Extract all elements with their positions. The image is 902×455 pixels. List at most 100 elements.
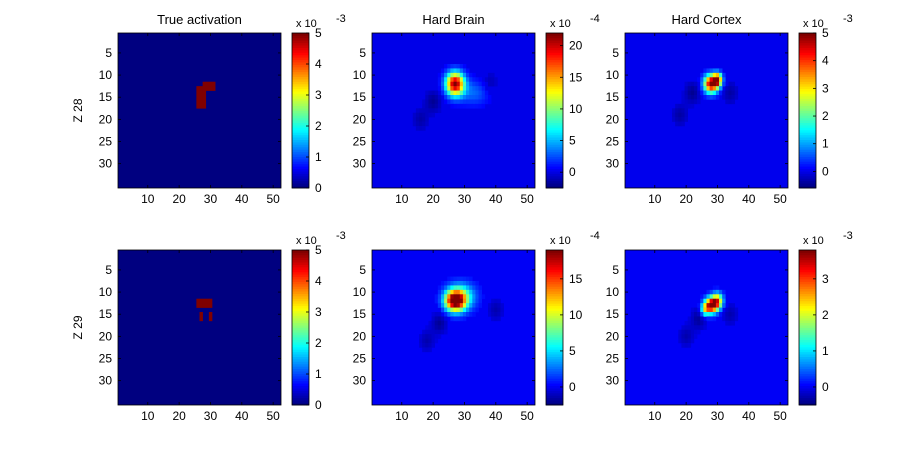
heatmap-cell bbox=[428, 90, 432, 96]
heatmap-cell bbox=[422, 338, 426, 344]
colorbar-segment bbox=[292, 337, 309, 341]
heatmap-cell bbox=[484, 95, 489, 100]
heatmap-cell bbox=[447, 68, 451, 74]
x-tick-label: 40 bbox=[235, 409, 249, 423]
heatmap-cell bbox=[202, 103, 207, 109]
colorbar-segment bbox=[292, 57, 309, 61]
heatmap-cell bbox=[715, 68, 720, 74]
y-tick-label: 5 bbox=[359, 46, 366, 60]
heatmap-cell bbox=[700, 90, 704, 96]
heatmap-cell bbox=[681, 325, 685, 331]
heatmap-cell bbox=[450, 64, 454, 69]
colorbar-segment bbox=[799, 129, 816, 133]
colorbar-segment bbox=[799, 49, 816, 53]
heatmap-cell bbox=[719, 90, 723, 96]
heatmap-cell bbox=[447, 276, 451, 282]
heatmap-cell bbox=[440, 81, 445, 87]
heatmap-cell bbox=[731, 90, 736, 96]
heatmap-cell bbox=[434, 103, 439, 109]
colorbar-tick-label: 15 bbox=[569, 272, 583, 286]
heatmap-cell bbox=[690, 312, 695, 317]
heatmap-cell bbox=[431, 103, 435, 109]
heatmap-cell bbox=[447, 312, 451, 317]
y-tick-label: 20 bbox=[99, 329, 113, 343]
x-tick-label: 40 bbox=[489, 192, 503, 206]
heatmap-cell bbox=[703, 320, 707, 326]
heatmap-cell bbox=[678, 103, 682, 109]
colorbar-segment bbox=[799, 334, 816, 338]
colorbar-segment bbox=[292, 83, 309, 87]
x-tick-label: 10 bbox=[648, 409, 662, 423]
heatmap-cell bbox=[703, 90, 707, 96]
heatmap-cell bbox=[415, 117, 420, 122]
heatmap-cell bbox=[712, 72, 717, 78]
x-tick-label: 50 bbox=[266, 192, 280, 206]
heatmap-cell bbox=[462, 86, 467, 91]
heatmap-cell bbox=[444, 95, 448, 100]
heatmap-cell bbox=[459, 307, 464, 313]
colorbar-segment bbox=[292, 366, 309, 370]
heatmap-cell bbox=[487, 99, 492, 105]
colorbar-segment bbox=[546, 271, 563, 275]
heatmap-cell bbox=[703, 77, 707, 83]
heatmap-cell bbox=[459, 294, 464, 300]
heatmap-cell bbox=[675, 103, 679, 109]
heatmap-cell bbox=[459, 289, 464, 295]
heatmap-cell bbox=[437, 81, 442, 87]
heatmap-cell bbox=[472, 281, 476, 286]
colorbar-frame bbox=[291, 32, 310, 189]
heatmap-cell bbox=[472, 294, 476, 300]
heatmap-cell bbox=[212, 86, 216, 91]
x-tick-label: 40 bbox=[742, 409, 756, 423]
heatmap-cell bbox=[434, 294, 439, 300]
heatmap-cell bbox=[428, 108, 432, 114]
colorbar-segment bbox=[799, 383, 816, 387]
colorbar-segment bbox=[292, 392, 309, 396]
heatmap-cell bbox=[475, 294, 479, 300]
y-tick-label: 5 bbox=[105, 263, 112, 277]
colorbar-segment bbox=[799, 366, 816, 370]
heatmap-cell bbox=[422, 343, 426, 348]
heatmap-cell bbox=[428, 103, 432, 109]
colorbar-segment bbox=[799, 105, 816, 109]
colorbar-segment bbox=[292, 296, 309, 299]
x-tick-label: 20 bbox=[679, 192, 693, 206]
colorbar-tick-label: 5 bbox=[315, 26, 322, 40]
heatmap-cell bbox=[431, 316, 435, 322]
heatmap-cell bbox=[466, 281, 470, 286]
colorbar-segment bbox=[799, 356, 816, 360]
heatmap-cell bbox=[444, 90, 448, 96]
colorbar-segment bbox=[292, 395, 309, 399]
heatmap-cell bbox=[690, 329, 695, 335]
heatmap-cell bbox=[462, 294, 467, 300]
colorbar-segment bbox=[292, 308, 309, 311]
heatmap-cell bbox=[440, 298, 445, 304]
colorbar-segment bbox=[546, 62, 563, 65]
heatmap-cell bbox=[472, 289, 476, 295]
colorbar-segment bbox=[546, 274, 563, 278]
heatmap-cell bbox=[712, 68, 717, 74]
colorbar-segment bbox=[546, 103, 563, 107]
heatmap-cell bbox=[703, 86, 707, 91]
heatmap-cell bbox=[459, 90, 464, 96]
heatmap-cell bbox=[447, 289, 451, 295]
colorbar-frame bbox=[291, 249, 310, 406]
colorbar-segment bbox=[546, 266, 563, 270]
colorbar-segment bbox=[546, 139, 563, 143]
colorbar-segment bbox=[292, 76, 309, 80]
colorbar-segment bbox=[546, 158, 563, 162]
heatmap-cell bbox=[456, 316, 461, 322]
heatmap-cell bbox=[734, 90, 739, 96]
colorbar-segment bbox=[799, 329, 816, 333]
colorbar-segment bbox=[292, 103, 309, 107]
x-tick-label: 50 bbox=[266, 409, 280, 423]
y-tick-label: 30 bbox=[606, 157, 620, 171]
heatmap-cell bbox=[697, 303, 701, 308]
colorbar-segment bbox=[292, 349, 309, 353]
heatmap-cell bbox=[481, 95, 486, 100]
colorbar-segment bbox=[799, 168, 816, 172]
heatmap-cell bbox=[472, 285, 476, 291]
heatmap-cell bbox=[690, 86, 695, 91]
